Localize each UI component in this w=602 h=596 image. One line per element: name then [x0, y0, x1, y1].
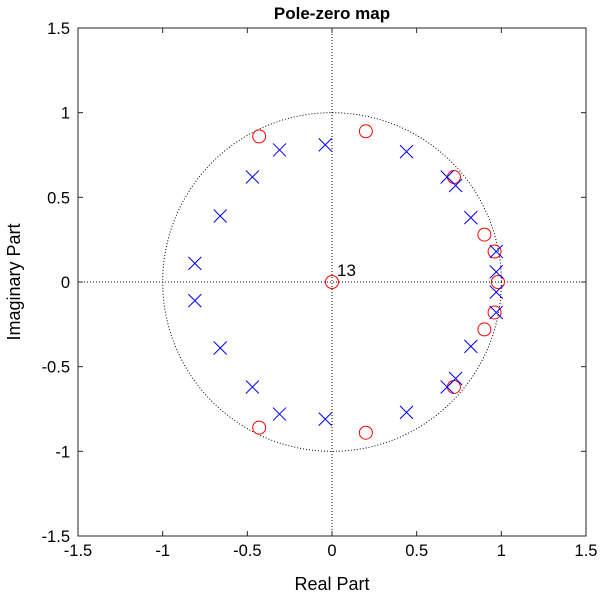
x-tick-label: 0.5	[405, 542, 428, 560]
pole-marker	[213, 209, 228, 223]
multiplicity-label: 13	[337, 261, 356, 280]
zero-marker	[477, 322, 492, 337]
zero-marker	[477, 227, 492, 242]
zero-marker	[487, 244, 502, 259]
pole-marker	[272, 407, 287, 421]
pole-marker	[318, 412, 333, 427]
pole-marker	[463, 339, 478, 354]
pole-marker	[318, 137, 333, 152]
pole-marker	[399, 144, 414, 159]
zero-marker	[325, 275, 339, 289]
y-tick-label: 1.5	[47, 20, 70, 38]
x-tick-label: 1.5	[575, 542, 598, 560]
zero-marker	[358, 124, 373, 139]
zero-marker	[252, 129, 267, 144]
pole-marker	[489, 305, 504, 320]
chart-title: Pole-zero map	[274, 4, 390, 23]
pole-marker	[489, 264, 504, 279]
y-tick-label: 0	[61, 274, 70, 292]
x-tick-label: -1	[155, 542, 170, 560]
pole-marker	[187, 293, 202, 308]
zero-marker	[487, 305, 502, 320]
zero-marker	[358, 425, 373, 440]
y-tick-label: -0.5	[42, 359, 70, 377]
x-tick-label: -0.5	[233, 542, 261, 560]
pole-marker	[489, 244, 504, 259]
pole-marker	[448, 178, 463, 193]
y-tick-label: 1	[61, 105, 70, 123]
pole-marker	[440, 380, 455, 394]
y-tick-label: -1	[55, 443, 70, 461]
pole-marker	[463, 210, 478, 225]
zero-marker	[490, 275, 505, 289]
y-tick-label: 0.5	[47, 189, 70, 207]
pole-marker	[489, 285, 504, 300]
pole-marker	[245, 380, 260, 394]
x-tick-label: 1	[497, 542, 506, 560]
unit-circle	[162, 112, 502, 452]
y-axis-label: Imaginary Part	[4, 223, 24, 340]
pole-marker	[272, 143, 287, 157]
pole-marker	[187, 256, 202, 271]
x-tick-label: -1.5	[64, 542, 92, 560]
x-tick-label: 0	[327, 542, 336, 560]
y-tick-label: -1.5	[42, 528, 70, 546]
zero-marker	[252, 420, 267, 435]
x-axis-label: Real Part	[294, 574, 369, 594]
plot-area	[78, 28, 586, 536]
pole-marker	[399, 405, 414, 420]
pole-marker	[245, 170, 260, 184]
pole-marker	[213, 341, 228, 355]
